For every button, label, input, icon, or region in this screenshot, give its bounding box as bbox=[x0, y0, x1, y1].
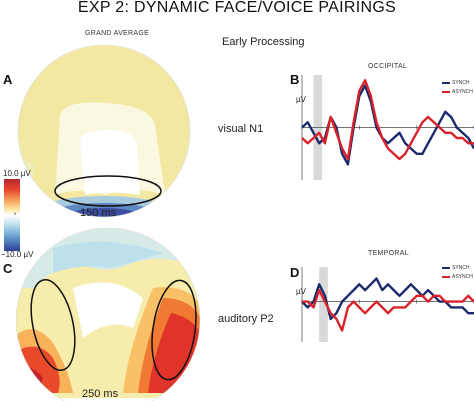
temporal-stimulus-band bbox=[319, 267, 328, 342]
temporal-series-asynch bbox=[302, 288, 474, 332]
legend-synch-d: SYNCH bbox=[452, 265, 470, 271]
latency-250ms: 250 ms bbox=[82, 388, 119, 400]
chart-occipital bbox=[301, 75, 474, 180]
topomap-150ms bbox=[17, 44, 191, 218]
early-processing-label: Early Processing bbox=[222, 36, 305, 48]
grand-average-label: GRAND AVERAGE bbox=[85, 30, 150, 37]
chart-d-legend: SYNCH ASYNCH bbox=[442, 265, 473, 280]
visual-n1-label: visual N1 bbox=[218, 123, 264, 135]
panel-letter-a: A bbox=[3, 72, 13, 87]
panel-letter-c: C bbox=[3, 261, 13, 276]
chart-b-legend: SYNCH ASYNCH bbox=[442, 80, 473, 95]
auditory-p2-label: auditory P2 bbox=[218, 313, 274, 325]
legend-asynch-b: ASYNCH bbox=[452, 89, 473, 95]
chart-d-ylabel: µV bbox=[296, 287, 306, 296]
legend-synch-b: SYNCH bbox=[452, 80, 470, 86]
colorbar-max: 10.0 µV bbox=[3, 169, 31, 178]
topomap-250ms bbox=[15, 227, 201, 401]
panel-letter-d: D bbox=[290, 265, 300, 280]
chart-temporal bbox=[301, 267, 474, 342]
panel-letter-b: B bbox=[290, 72, 300, 87]
legend-asynch-d: ASYNCH bbox=[452, 274, 473, 280]
figure-title: EXP 2: DYNAMIC FACE/VOICE PAIRINGS bbox=[77, 0, 397, 16]
colorbar-min: −10.0 µV bbox=[1, 250, 34, 259]
chart-b-ylabel: µV bbox=[296, 95, 306, 104]
chart-d-title: TEMPORAL bbox=[368, 250, 409, 257]
latency-150ms: 150 ms bbox=[80, 207, 117, 219]
occipital-series-asynch bbox=[301, 79, 474, 161]
colorbar bbox=[4, 179, 20, 251]
chart-b-title: OCCIPITAL bbox=[368, 63, 408, 70]
colorbar-zero: 0 bbox=[14, 211, 17, 216]
